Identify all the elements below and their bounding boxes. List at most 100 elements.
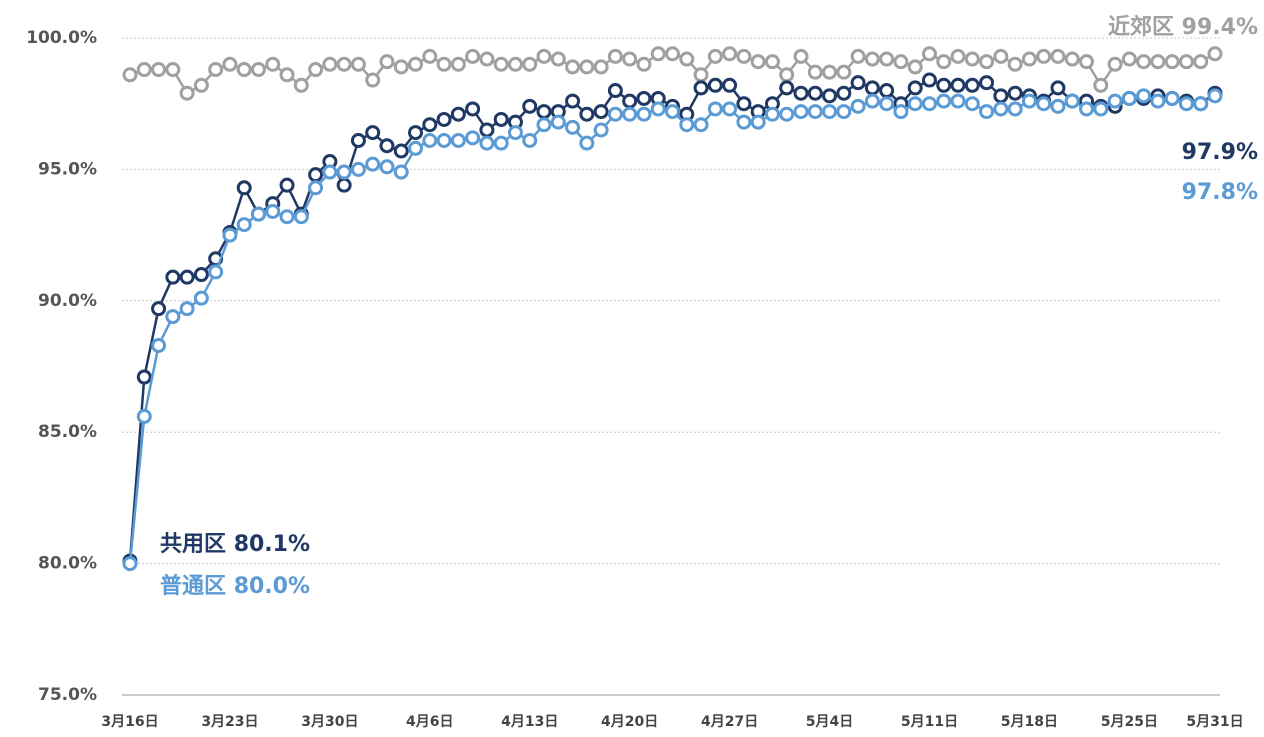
data-point — [1164, 54, 1180, 70]
data-point — [850, 48, 866, 64]
value-label: 99.4% — [1182, 15, 1258, 40]
data-point — [736, 96, 752, 112]
data-point — [422, 132, 438, 148]
data-point — [993, 48, 1009, 64]
data-point — [907, 96, 923, 112]
data-point — [679, 51, 695, 67]
data-point — [365, 156, 381, 172]
data-point — [850, 75, 866, 91]
data-point — [493, 111, 509, 127]
data-point — [465, 130, 481, 146]
data-point — [165, 269, 181, 285]
data-point — [507, 56, 523, 72]
data-point — [750, 54, 766, 70]
data-point — [136, 369, 152, 385]
data-point — [236, 217, 252, 233]
data-point — [350, 161, 366, 177]
data-point — [864, 93, 880, 109]
y-tick-label: 80.0% — [38, 554, 97, 574]
data-point — [736, 114, 752, 130]
data-point — [793, 85, 809, 101]
data-point — [136, 62, 152, 78]
data-point — [379, 54, 395, 70]
data-point — [1050, 98, 1066, 114]
data-point — [836, 104, 852, 120]
data-point — [807, 64, 823, 80]
data-point — [250, 206, 266, 222]
series-line — [128, 78, 1216, 562]
data-point — [665, 46, 680, 62]
data-point — [279, 67, 295, 83]
data-point — [1007, 85, 1023, 101]
data-point — [1079, 101, 1095, 117]
data-point — [565, 59, 581, 75]
value-label: 97.8% — [1182, 180, 1258, 205]
data-point — [665, 104, 680, 120]
data-point — [308, 62, 324, 78]
data-point — [921, 96, 937, 112]
x-tick-label: 5月25日 — [1101, 714, 1158, 730]
data-point — [436, 56, 452, 72]
data-point — [179, 85, 195, 101]
data-point — [593, 104, 609, 120]
data-point — [365, 125, 381, 141]
value-label: 80.0% — [234, 574, 310, 599]
data-point — [879, 83, 895, 99]
data-point — [522, 56, 538, 72]
data-point — [879, 51, 895, 67]
series-line — [128, 94, 1216, 564]
data-point — [179, 301, 195, 317]
data-point — [1021, 51, 1037, 67]
data-point — [864, 80, 880, 96]
data-point — [379, 159, 395, 175]
data-point — [1093, 77, 1109, 93]
data-point — [779, 67, 795, 83]
data-point — [165, 309, 181, 325]
data-point — [408, 140, 424, 156]
data-point — [208, 264, 224, 280]
data-point — [250, 62, 266, 78]
data-point — [979, 75, 995, 91]
data-point — [936, 77, 952, 93]
data-point — [279, 209, 295, 225]
data-point — [1007, 101, 1023, 117]
data-point — [1150, 93, 1166, 109]
series-name: 普通区 — [160, 573, 226, 599]
data-point — [393, 143, 409, 159]
data-point — [450, 132, 466, 148]
data-point — [550, 114, 566, 130]
data-point — [964, 77, 980, 93]
x-tick-label: 5月11日 — [901, 714, 958, 730]
data-label: 97.8% — [1182, 180, 1258, 205]
data-point — [807, 85, 823, 101]
data-point — [964, 96, 980, 112]
data-point — [836, 64, 852, 80]
data-point — [850, 98, 866, 114]
data-point — [336, 177, 352, 193]
data-point — [293, 77, 309, 93]
data-point — [950, 77, 966, 93]
data-point — [1150, 54, 1166, 70]
data-point — [151, 62, 167, 78]
data-point — [779, 106, 795, 122]
y-tick-label: 75.0% — [38, 685, 97, 705]
data-point — [979, 104, 995, 120]
data-point — [907, 80, 923, 96]
data-point — [1207, 46, 1223, 62]
data-point — [165, 62, 181, 78]
x-tick-label: 5月18日 — [1001, 714, 1058, 730]
data-point — [122, 67, 138, 83]
data-point — [1121, 51, 1137, 67]
data-point — [950, 48, 966, 64]
x-tick-label: 4月13日 — [501, 714, 558, 730]
data-point — [265, 203, 281, 219]
data-point — [607, 83, 623, 99]
data-label: 共用区 80.1% — [160, 532, 310, 557]
x-tick-label: 5月31日 — [1186, 714, 1243, 730]
data-point — [565, 93, 581, 109]
data-point — [1207, 88, 1223, 104]
data-point — [536, 117, 552, 133]
data-point — [964, 51, 980, 67]
data-point — [736, 48, 752, 64]
data-point — [979, 54, 995, 70]
